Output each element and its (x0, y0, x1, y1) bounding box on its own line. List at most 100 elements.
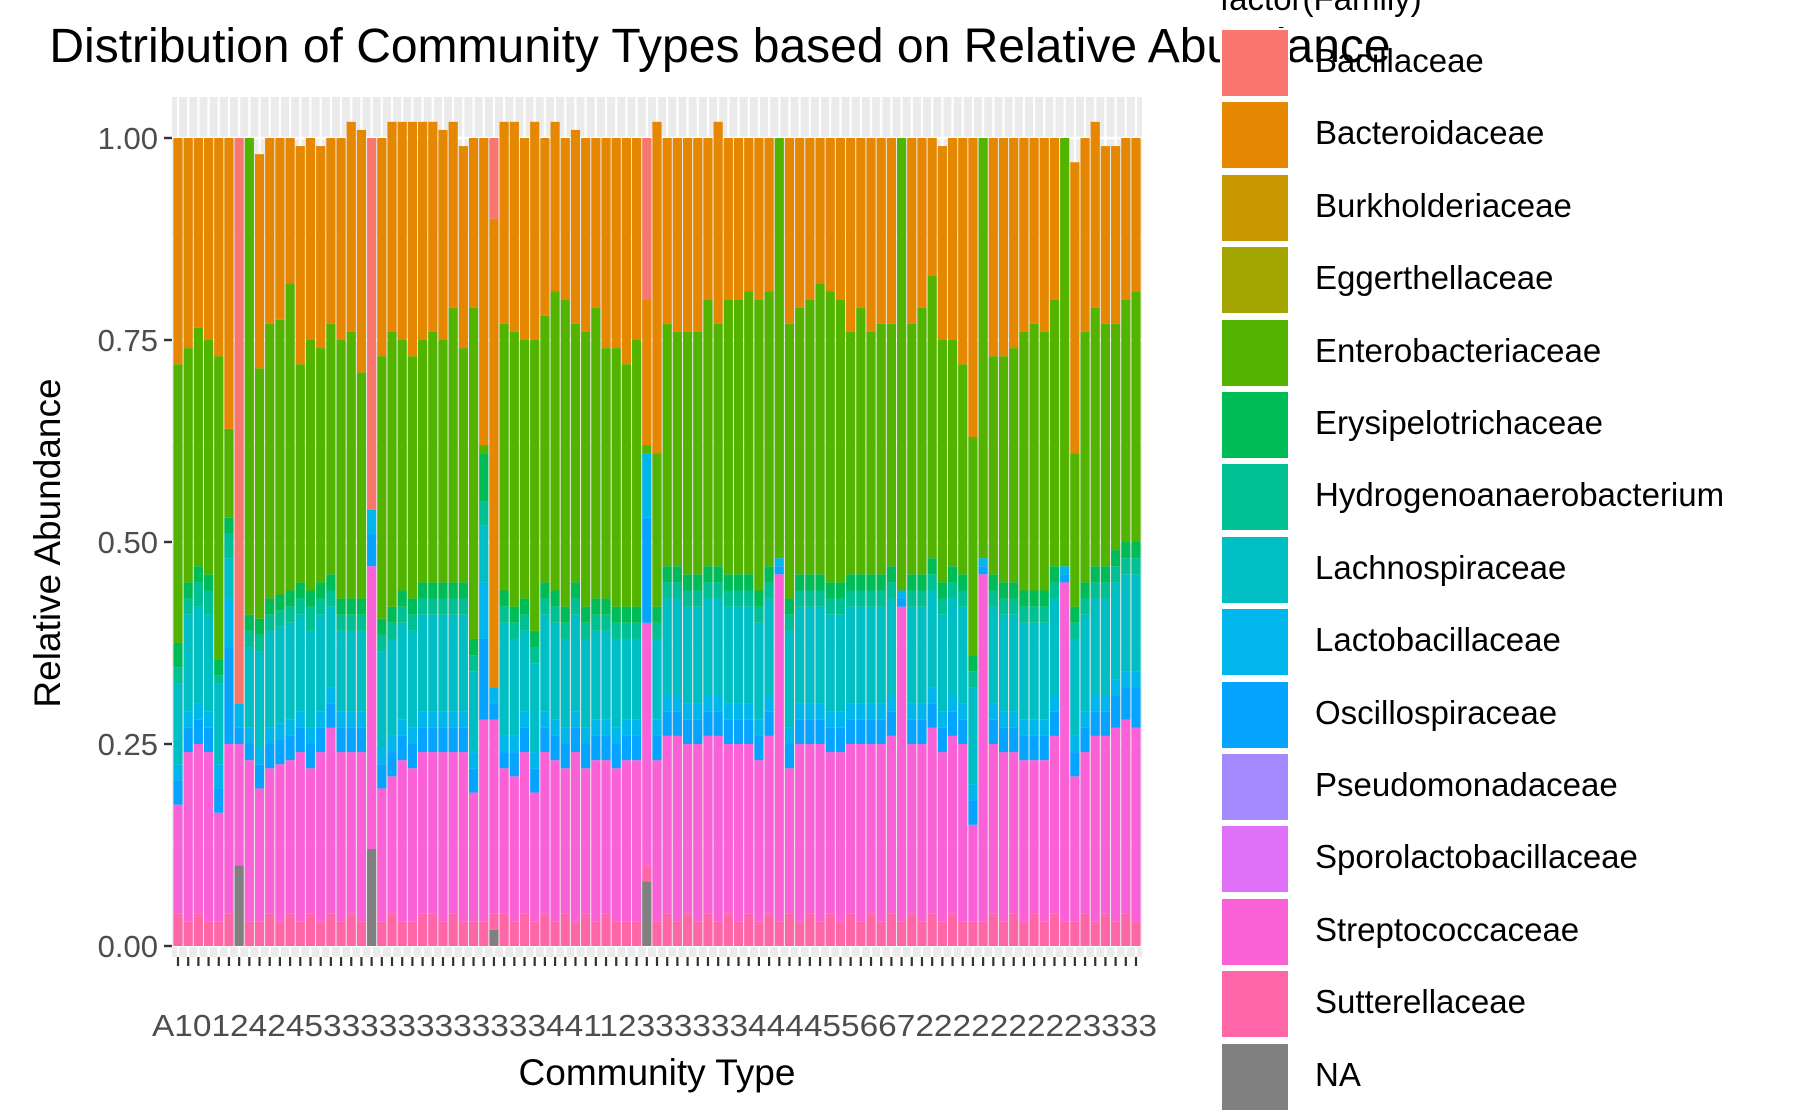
bar-segment-enterobacteriaceae (428, 331, 438, 583)
bar-segment-erysipelotrichaceae (927, 558, 937, 575)
bar-segment-lactobacillaceae (886, 695, 896, 712)
bar-segment-erysipelotrichaceae (254, 618, 265, 635)
bar-segment-hydrogenoanaerobacterium (621, 622, 632, 639)
bar-segment-lactobacillaceae (530, 752, 540, 769)
bar-segment-oscillospiraceae (662, 711, 672, 736)
bar-segment-hydrogenoanaerobacterium (998, 598, 1009, 615)
bar-segment-hydrogenoanaerobacterium (1070, 622, 1080, 639)
bar-segment-oscillospiraceae (1080, 727, 1090, 753)
bar-segment-streptococcaceae (958, 744, 968, 922)
bar-segment-bacteroidaceae (713, 121, 723, 324)
bar-segment-lactobacillaceae (367, 509, 377, 534)
bar-segment-lachnospiraceae (468, 671, 479, 753)
bar-segment-oscillospiraceae (336, 727, 346, 753)
bar-segment-sutterellaceae (876, 921, 886, 946)
bar-segment-erysipelotrichaceae (652, 606, 662, 623)
bar-segment-erysipelotrichaceae (407, 598, 417, 615)
legend-key (1220, 245, 1290, 316)
bar-segment-erysipelotrichaceae (356, 598, 367, 615)
bar-segment-streptococcaceae (937, 752, 947, 922)
bar-segment-enterobacteriaceae (275, 319, 285, 595)
bar-segment-erysipelotrichaceae (377, 618, 387, 635)
bar-segment-lactobacillaceae (693, 703, 703, 720)
bar-segment-lachnospiraceae (254, 651, 265, 749)
bar-segment-oscillospiraceae (509, 752, 519, 777)
bar-segment-oscillospiraceae (295, 727, 305, 753)
bar-segment-oscillospiraceae (1029, 735, 1039, 761)
bar-segment-erysipelotrichaceae (458, 582, 468, 599)
bar-segment-enterobacteriaceae (652, 453, 662, 607)
bar-segment-lactobacillaceae (479, 582, 489, 639)
bar-segment-hydrogenoanaerobacterium (1111, 566, 1121, 583)
bar-segment-hydrogenoanaerobacterium (1100, 582, 1111, 599)
bar-segment-erysipelotrichaceae (468, 638, 479, 656)
bar-segment-bacteroidaceae (468, 138, 479, 308)
bar-segment-oscillospiraceae (947, 711, 958, 736)
bar-segment-sutterellaceae (632, 921, 642, 946)
bar-segment-hydrogenoanaerobacterium (224, 533, 234, 559)
bar-segment-lactobacillaceae (907, 703, 917, 720)
bar-segment-lachnospiraceae (835, 614, 846, 712)
bar-segment-lachnospiraceae (275, 626, 285, 724)
bar-segment-sutterellaceae (336, 921, 346, 946)
bar-segment-lactobacillaceae (285, 719, 295, 736)
legend-label: NA (1315, 1055, 1361, 1093)
bar-segment-enterobacteriaceae (1131, 291, 1141, 542)
bar-segment-sutterellaceae (744, 913, 754, 946)
bar-segment-erysipelotrichaceae (846, 574, 856, 591)
bar-segment-hydrogenoanaerobacterium (1049, 582, 1060, 599)
bar-segment-hydrogenoanaerobacterium (937, 598, 947, 615)
bar-segment-enterobacteriaceae (173, 364, 183, 643)
bar-segment-hydrogenoanaerobacterium (662, 582, 672, 599)
bar-segment-bacteroidaceae (866, 138, 876, 332)
bar-segment-lactobacillaceae (560, 727, 570, 744)
bar-segment-lactobacillaceae (428, 711, 438, 728)
bar-segment-lachnospiraceae (193, 606, 203, 704)
bar-segment-erysipelotrichaceae (1019, 590, 1029, 607)
bar-segment-sutterellaceae (998, 921, 1009, 946)
bar-segment-hydrogenoanaerobacterium (835, 598, 846, 615)
bar-segment-lachnospiraceae (1121, 574, 1131, 672)
bar-segment-bacteroidaceae (530, 121, 540, 340)
bar-segment-oscillospiraceae (418, 727, 428, 753)
bar-segment-erysipelotrichaceae (530, 630, 540, 648)
bar-segment-enterobacteriaceae (214, 356, 224, 660)
bar-segment-hydrogenoanaerobacterium (377, 634, 387, 652)
bar-segment-lactobacillaceae (611, 727, 621, 744)
bar-segment-oscillospiraceae (805, 719, 815, 744)
bar-segment-erysipelotrichaceae (438, 582, 448, 599)
bar-segment-bacteroidaceae (754, 138, 764, 300)
bar-segment-lachnospiraceae (214, 683, 224, 765)
bar-segment-lactobacillaceae (662, 695, 672, 712)
bar-segment-enterobacteriaceae (937, 340, 947, 583)
bar-segment-enterobacteriaceae (723, 299, 733, 575)
legend-title: factor(Family) (1220, 0, 1422, 18)
legend-key (1220, 390, 1290, 460)
bar-segment-bacteroidaceae (193, 138, 203, 328)
bar-segment-sutterellaceae (407, 921, 417, 946)
bar-segment-oscillospiraceae (397, 735, 407, 761)
bar-segment-bacteroidaceae (203, 138, 214, 340)
bar-segment-oscillospiraceae (744, 719, 754, 744)
bar-segment-bacteroidaceae (733, 138, 744, 300)
bar-segment-enterobacteriaceae (815, 283, 825, 575)
bar-segment-lachnospiraceae (336, 630, 346, 712)
bar-segment-oscillospiraceae (183, 727, 193, 753)
bar-segment-lachnospiraceae (1100, 598, 1111, 696)
bar-segment-enterobacteriaceae (611, 348, 621, 607)
bar-segment-enterobacteriaceae (326, 323, 336, 575)
bar-segment-streptococcaceae (795, 744, 805, 922)
bar-segment-hydrogenoanaerobacterium (418, 598, 428, 615)
bar-segment-hydrogenoanaerobacterium (856, 590, 866, 607)
bar-segment-lachnospiraceae (560, 638, 570, 728)
bar-segment-erysipelotrichaceae (744, 574, 754, 591)
bar-segment-erysipelotrichaceae (1090, 566, 1100, 583)
bar-segment-sutterellaceae (672, 921, 682, 946)
bar-segment-lachnospiraceae (438, 614, 448, 712)
bar-segment-oscillospiraceae (998, 727, 1009, 753)
legend-label: Sutterellaceae (1315, 983, 1526, 1021)
bar-segment-bacteroidaceae (795, 138, 805, 308)
y-tick-label: 1.00 (98, 121, 158, 156)
bar-segment-sutterellaceae (193, 913, 203, 946)
bar-segment-sutterellaceae (1049, 913, 1060, 946)
